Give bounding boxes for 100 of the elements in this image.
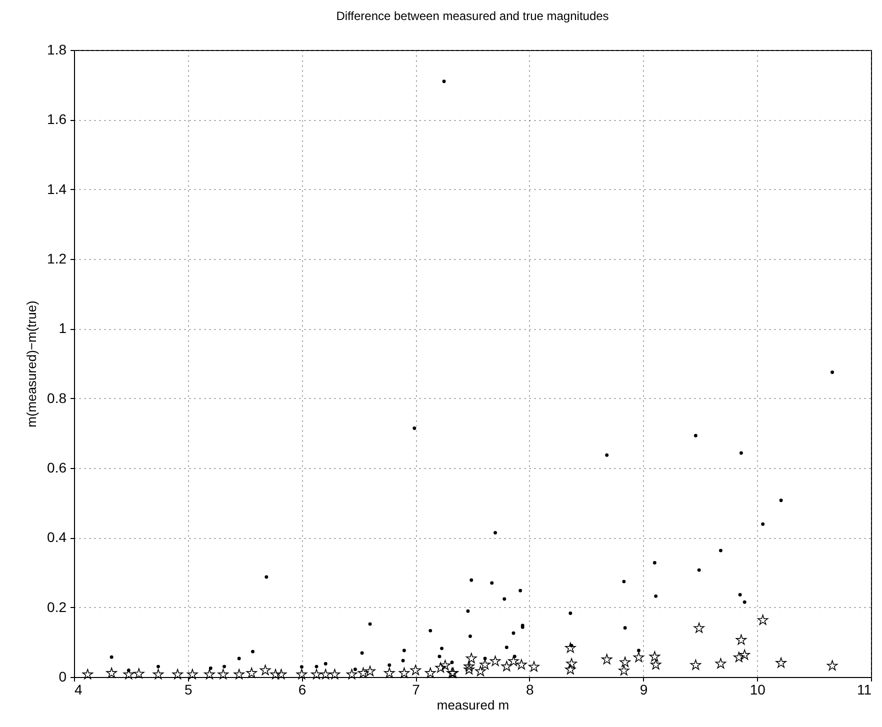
point (152, 668, 164, 680)
point (110, 655, 114, 659)
point (204, 668, 215, 680)
point (368, 622, 372, 626)
point (346, 668, 358, 680)
point (222, 664, 226, 668)
point (501, 660, 512, 672)
point (718, 548, 722, 552)
point (276, 668, 287, 680)
x-tick-label: 10 (750, 682, 766, 698)
y-axis-title: m(measured)−m(true) (24, 300, 40, 428)
x-tick-label: 9 (640, 682, 648, 698)
x-axis-title: measured m (436, 698, 510, 712)
x-tick-label: 8 (526, 682, 534, 698)
point (353, 668, 357, 672)
chart-title: Difference between measured and true magnitudes (336, 9, 609, 23)
point (652, 561, 656, 564)
point (470, 578, 474, 582)
point (82, 668, 94, 680)
point (402, 648, 406, 652)
point (694, 622, 704, 633)
point (329, 668, 340, 680)
point (440, 646, 444, 650)
point (494, 531, 498, 535)
point (620, 656, 630, 668)
point (826, 660, 838, 670)
point (442, 80, 446, 84)
point (742, 600, 746, 604)
point (633, 652, 644, 662)
point (435, 662, 446, 673)
y-tick-label: 0.2 (47, 598, 67, 615)
point (464, 664, 474, 674)
point (475, 666, 486, 676)
point (384, 668, 395, 678)
point (364, 666, 376, 676)
point (187, 668, 198, 680)
point (779, 498, 783, 502)
point (739, 451, 743, 455)
point (605, 453, 609, 457)
y-tick-label: 0.4 (47, 529, 67, 546)
point (466, 609, 470, 613)
point (528, 661, 540, 672)
y-tick-label: 0.8 (47, 390, 67, 406)
y-tick-label: 1.4 (47, 180, 67, 197)
point (106, 668, 117, 678)
point (440, 660, 451, 670)
point (260, 664, 271, 676)
x-tick-label: 7 (412, 682, 420, 698)
point (314, 664, 318, 668)
y-tick-label: 0 (58, 668, 67, 684)
point (410, 664, 421, 676)
point (694, 434, 698, 438)
point (270, 668, 281, 680)
point (697, 568, 701, 572)
point (468, 634, 472, 638)
point (566, 658, 577, 668)
point (518, 588, 522, 592)
point (490, 656, 501, 666)
point (649, 651, 660, 662)
point (830, 370, 834, 374)
point (736, 634, 747, 645)
point (428, 628, 432, 632)
point (565, 642, 576, 653)
point (690, 660, 702, 670)
point (466, 652, 477, 664)
point (218, 668, 229, 680)
point (512, 631, 516, 635)
point (568, 612, 572, 615)
point (480, 659, 490, 670)
point (464, 660, 474, 672)
point (311, 668, 322, 680)
point (388, 663, 392, 667)
point (156, 664, 160, 668)
point (123, 668, 134, 680)
point (134, 668, 144, 679)
point (251, 650, 254, 654)
point (401, 658, 405, 662)
point (172, 668, 183, 680)
point (650, 659, 662, 670)
point (358, 668, 369, 678)
point (637, 648, 640, 652)
x-tick-label: 4 (74, 682, 82, 698)
point (360, 651, 364, 655)
point (739, 649, 750, 660)
x-tick-label: 5 (184, 682, 192, 698)
point (424, 668, 436, 678)
point (502, 597, 506, 601)
point (412, 426, 416, 430)
point (622, 580, 626, 584)
point (761, 522, 765, 526)
point (320, 668, 332, 680)
point (234, 668, 244, 680)
point (601, 654, 612, 664)
point (623, 626, 627, 630)
y-tick-label: 1 (58, 320, 67, 336)
point (504, 646, 508, 650)
x-tick-label: 11 (856, 682, 872, 698)
y-tick-label: 1.8 (47, 42, 67, 58)
point (296, 668, 308, 680)
point (757, 614, 768, 625)
